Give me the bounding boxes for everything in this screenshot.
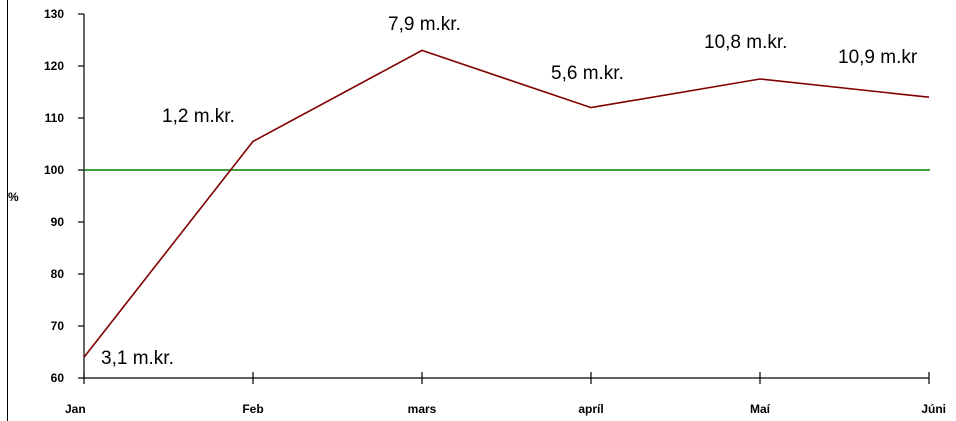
data-label: 10,9 m.kr [838, 47, 918, 68]
y-tick-label: 120 [44, 59, 64, 73]
data-label: 10,8 m.kr. [704, 32, 787, 53]
x-tick-label: apríl [578, 402, 603, 416]
y-tick-label: 90 [51, 215, 65, 229]
y-tick-label: 70 [51, 319, 65, 333]
x-tick-label: Maí [750, 402, 771, 416]
x-tick-label: mars [408, 402, 437, 416]
y-axis-title: % [8, 190, 19, 204]
y-tick-label: 80 [51, 267, 65, 281]
x-tick-label: Jan [65, 402, 86, 416]
axes [78, 13, 930, 384]
data-label: 5,6 m.kr. [551, 63, 624, 84]
data-labels: 3,1 m.kr. 1,2 m.kr. 7,9 m.kr. 5,6 m.kr. 10,8… [101, 14, 918, 369]
data-label: 1,2 m.kr. [162, 106, 235, 127]
x-tick-label: Júni [921, 402, 946, 416]
x-tick-label: Feb [242, 402, 263, 416]
tick-labels: 60 70 80 90 100 110 120 130 Jan Feb mars apríl Maí Jú… [44, 7, 946, 416]
y-tick-label: 100 [44, 163, 64, 177]
series-line [83, 49, 930, 358]
data-label: 7,9 m.kr. [388, 14, 461, 35]
data-label: 3,1 m.kr. [101, 348, 174, 369]
y-tick-label: 130 [44, 7, 64, 21]
y-tick-label: 110 [45, 111, 65, 125]
y-tick-label: 60 [51, 371, 65, 385]
